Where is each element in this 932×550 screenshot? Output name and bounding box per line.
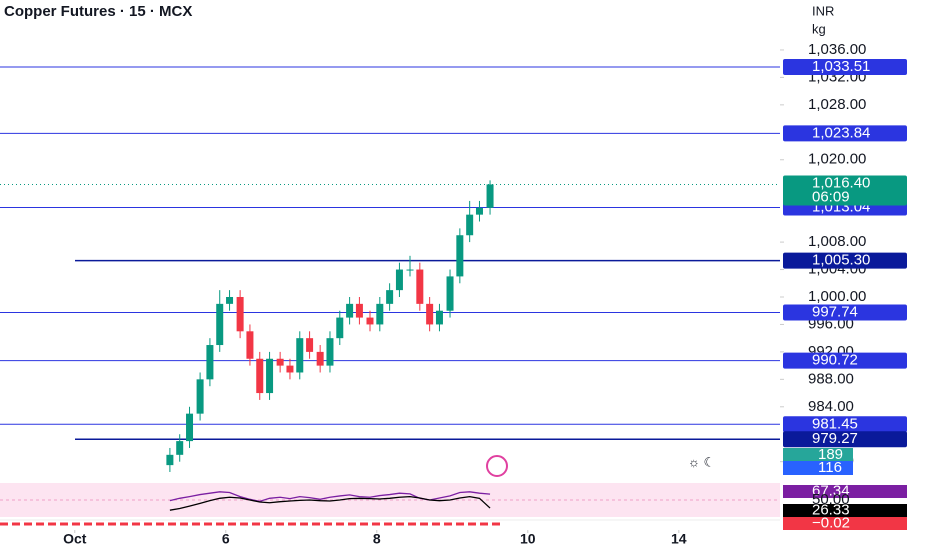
chart-title: Copper Futures · 15 · MCX — [4, 3, 192, 20]
level-label-box — [783, 59, 907, 76]
volume-ma-label: 116 — [818, 459, 842, 476]
x-tick-label: 10 — [520, 531, 536, 547]
y-tick-label: 1,008.00 — [808, 233, 866, 250]
currency: INR — [812, 3, 834, 18]
y-tick-label: 1,000.00 — [808, 288, 866, 305]
candle-body — [376, 303, 384, 325]
candle-body — [186, 413, 194, 442]
candle-body — [256, 358, 264, 394]
y-tick-label: 984.00 — [808, 398, 854, 415]
midline-label: 50.00 — [812, 491, 850, 508]
level-label-box — [783, 304, 907, 321]
level-label: 981.45 — [812, 415, 858, 432]
candle-body — [426, 303, 434, 325]
level-label: 1,023.84 — [812, 124, 870, 141]
rsi-label: 67.34 — [812, 482, 850, 499]
candle-body — [366, 317, 374, 325]
countdown: 06:09 — [812, 188, 850, 205]
candle-body — [236, 296, 244, 332]
level-label: 990.72 — [812, 352, 858, 369]
candle-body — [246, 331, 254, 359]
level-label-box — [783, 125, 907, 142]
candle-body — [266, 358, 274, 394]
x-tick-label: 8 — [373, 531, 381, 547]
candle-body — [416, 269, 424, 304]
level-label: 979.27 — [812, 430, 858, 447]
candle-body — [196, 379, 204, 414]
candle-body — [346, 303, 354, 318]
x-tick-label: 6 — [222, 531, 230, 547]
candle-body — [466, 214, 474, 236]
flash-icon — [486, 455, 508, 477]
y-tick-label: 988.00 — [808, 370, 854, 387]
candle-body — [296, 338, 304, 373]
volume-label: 189 — [818, 446, 843, 463]
candle-body — [395, 269, 403, 291]
candle-body — [176, 441, 184, 455]
candle-body — [386, 290, 394, 304]
signal-label: 26.33 — [812, 501, 850, 518]
candle-body — [336, 317, 344, 339]
volume-box — [783, 448, 853, 462]
level-label: 1,005.30 — [812, 252, 870, 269]
candle-body — [475, 207, 483, 215]
candle-body — [435, 310, 443, 325]
rsi-label-box — [783, 485, 907, 498]
y-tick-label: 1,036.00 — [808, 41, 866, 58]
signal-line — [169, 495, 491, 511]
candle-body — [326, 338, 334, 366]
session-icons: ☼ ☾ — [688, 454, 715, 469]
candle-body — [306, 338, 314, 352]
unit: kg — [812, 21, 826, 36]
y-tick-label: 1,020.00 — [808, 151, 866, 168]
candle-body — [166, 454, 174, 466]
last-price-box — [783, 175, 907, 206]
level-label-box — [783, 431, 907, 448]
volume-ma-box — [783, 461, 853, 475]
level-label-box — [783, 252, 907, 269]
x-tick-label: 14 — [671, 531, 687, 547]
last-price-label: 1,016.40 — [812, 174, 870, 191]
level-label-box — [783, 352, 907, 369]
level-label: 1,033.51 — [812, 58, 870, 75]
candle-body — [216, 303, 224, 346]
candle-body — [486, 184, 494, 208]
candle-body — [446, 276, 454, 311]
candle-body — [226, 296, 234, 304]
rsi-line — [169, 491, 491, 503]
candle-body — [316, 351, 324, 366]
level-label: 997.74 — [812, 303, 858, 320]
candle-body — [406, 269, 414, 271]
candle-body — [456, 235, 464, 277]
y-tick-label: 1,028.00 — [808, 96, 866, 113]
candle-body — [286, 365, 294, 373]
x-tick-label: Oct — [63, 531, 87, 547]
level-label-box — [783, 416, 907, 433]
candle-body — [355, 303, 363, 318]
candle-body — [276, 358, 284, 366]
candle-body — [206, 345, 214, 380]
signal-label-box — [783, 504, 907, 517]
momentum-label-box — [783, 517, 907, 530]
momentum-label: −0.02 — [812, 514, 850, 531]
